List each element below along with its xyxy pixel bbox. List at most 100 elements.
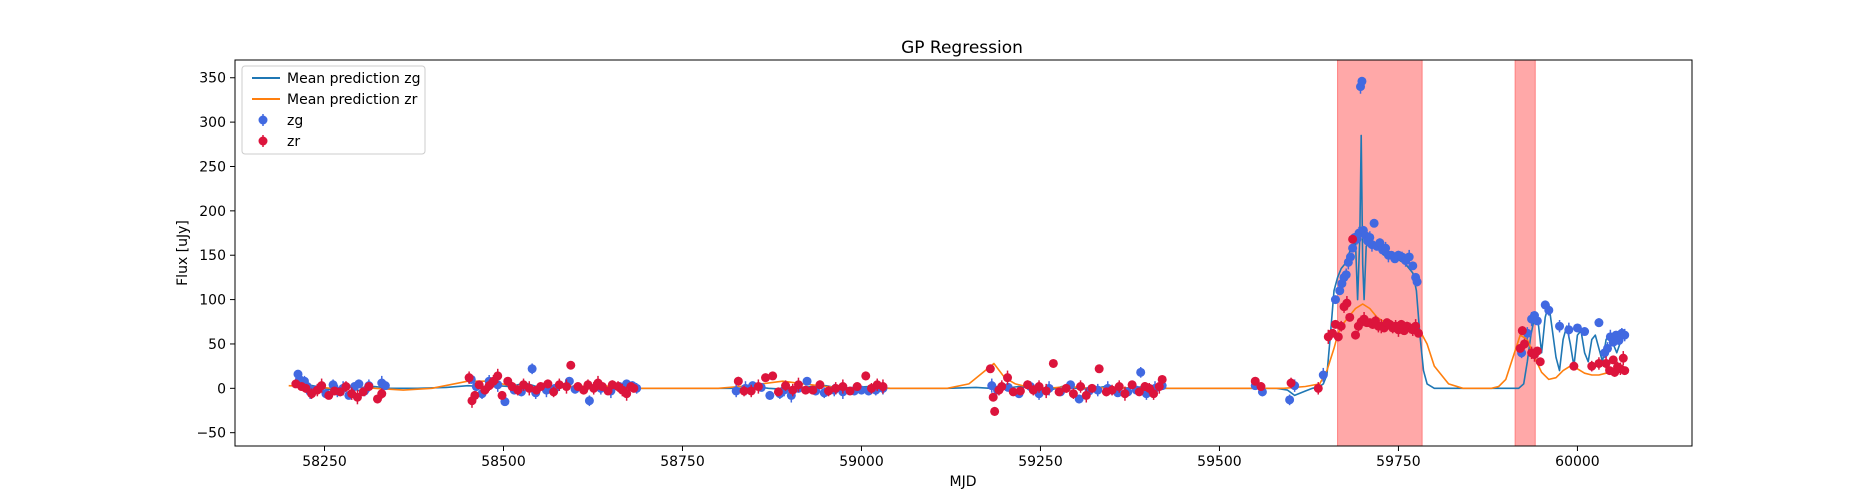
marker-zr: [788, 385, 798, 395]
marker-zr: [1034, 382, 1044, 392]
point-zr: [1618, 351, 1628, 366]
point-zr: [474, 380, 484, 390]
point-zr: [815, 380, 825, 390]
data-points: [291, 76, 1630, 416]
point-zg: [1580, 327, 1590, 337]
point-zr: [1034, 380, 1044, 393]
marker-zr: [364, 382, 374, 392]
marker-zr: [852, 382, 862, 392]
marker-zg: [1594, 318, 1604, 328]
x-tick-label: 58250: [302, 454, 347, 470]
point-zr: [1608, 355, 1618, 365]
marker-zr: [549, 387, 559, 397]
marker-zg: [1330, 295, 1340, 305]
marker-zr: [629, 383, 639, 393]
point-zg: [1603, 342, 1613, 355]
marker-zg: [1544, 305, 1554, 315]
point-zr: [1336, 320, 1346, 332]
marker-zr: [1094, 364, 1104, 374]
x-tick-label: 59750: [1376, 454, 1421, 470]
x-tick-label: 60000: [1555, 454, 1600, 470]
point-zr: [808, 385, 818, 395]
point-zr: [773, 387, 783, 397]
marker-zr: [781, 381, 791, 391]
point-zr: [733, 376, 743, 386]
x-axis: 58250 58500 58750 59000 59250 59500 59750 60000: [302, 446, 1600, 470]
point-zg: [1348, 243, 1358, 253]
marker-zr: [1608, 355, 1618, 365]
marker-zr: [474, 380, 484, 390]
marker-zr: [1081, 390, 1091, 400]
point-zr: [470, 390, 480, 400]
point-zr: [1087, 383, 1097, 393]
marker-zr: [1054, 387, 1064, 397]
marker-zr: [808, 385, 818, 395]
point-zr: [554, 378, 564, 391]
point-zr: [497, 390, 507, 400]
marker-zr: [861, 371, 871, 381]
marker-zr: [1333, 332, 1343, 342]
point-zr: [1348, 234, 1358, 244]
point-zg: [1369, 218, 1379, 228]
marker-zr: [352, 392, 362, 402]
marker-zr: [464, 373, 474, 383]
point-zr: [1313, 382, 1323, 395]
legend-label-zg: zg: [287, 113, 303, 129]
point-zg: [527, 363, 537, 375]
marker-zr: [733, 376, 743, 386]
point-zr: [1068, 388, 1078, 399]
point-zr: [341, 381, 351, 392]
point-zr: [1345, 312, 1355, 322]
point-zg: [1318, 367, 1328, 383]
marker-zr: [1569, 361, 1579, 371]
marker-zg: [354, 379, 364, 389]
marker-zr: [1517, 326, 1527, 336]
y-tick-label: 50: [208, 337, 226, 353]
marker-zr: [1348, 234, 1358, 244]
point-zr: [622, 386, 632, 401]
marker-zr: [1342, 298, 1352, 308]
point-zr: [793, 377, 803, 392]
marker-zr: [988, 392, 998, 402]
point-zg: [1412, 277, 1422, 287]
legend-label-zr: zr: [287, 134, 300, 150]
point-zr: [1517, 326, 1527, 336]
marker-zg: [584, 396, 594, 406]
marker-zr: [1149, 389, 1159, 399]
marker-zg: [1603, 343, 1613, 353]
point-zr: [543, 379, 553, 389]
x-tick-label: 59250: [1018, 454, 1063, 470]
point-zr: [1076, 380, 1086, 393]
marker-zr: [1250, 376, 1260, 386]
marker-zr: [1532, 346, 1542, 356]
point-zg: [1572, 323, 1582, 333]
marker-zr: [1601, 358, 1611, 368]
point-zr: [1008, 387, 1018, 397]
marker-zr: [1120, 389, 1130, 399]
point-zr: [1569, 361, 1579, 371]
point-zr: [536, 382, 546, 392]
marker-zr: [554, 380, 564, 390]
marker-zr: [1350, 330, 1360, 340]
y-tick-label: 200: [199, 204, 226, 220]
marker-zr: [493, 371, 503, 381]
marker-zr: [536, 382, 546, 392]
marker-zr: [793, 380, 803, 390]
marker-zr: [1127, 380, 1137, 390]
marker-zr: [1087, 383, 1097, 393]
point-zg: [1620, 328, 1630, 342]
mean-line-zg: [295, 134, 1625, 397]
marker-zg: [1572, 323, 1582, 333]
marker-zr: [1313, 383, 1323, 393]
marker-zg: [1074, 394, 1084, 404]
point-zr: [861, 371, 871, 381]
y-tick-label: 350: [199, 71, 226, 87]
point-zr: [1015, 386, 1025, 396]
point-zr: [824, 385, 834, 397]
point-zg: [1330, 295, 1340, 305]
point-zr: [1519, 338, 1529, 350]
marker-zr: [1157, 374, 1167, 384]
marker-zr: [1107, 385, 1117, 395]
marker-zr: [1535, 357, 1545, 367]
marker-zr: [1041, 386, 1051, 396]
